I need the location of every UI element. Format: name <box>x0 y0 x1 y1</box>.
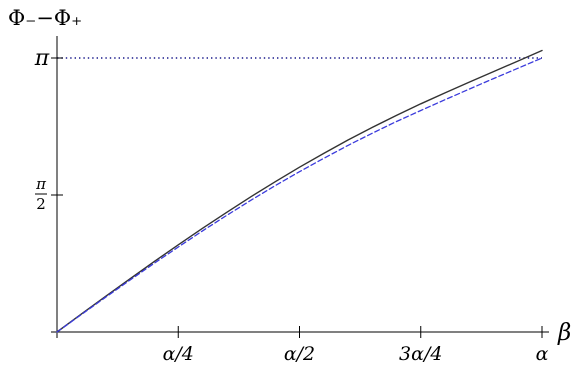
series-line-solid <box>56 49 543 333</box>
x-tick-label: α/4 <box>163 343 194 365</box>
y-tick-label-denominator: 2 <box>36 195 46 213</box>
x-axis-label: β <box>557 320 571 346</box>
y-tick-label: π <box>34 46 50 71</box>
series-line-dashed <box>56 57 543 333</box>
x-tick-label: α/2 <box>284 343 315 365</box>
y-axis-label: Φ₋−Φ₊ <box>8 6 82 30</box>
x-tick-label: 3α/4 <box>399 343 442 365</box>
y-tick-label-fraction: π2 <box>35 175 47 213</box>
x-tick-label: α <box>536 343 549 365</box>
y-tick-label-numerator: π <box>35 175 47 193</box>
